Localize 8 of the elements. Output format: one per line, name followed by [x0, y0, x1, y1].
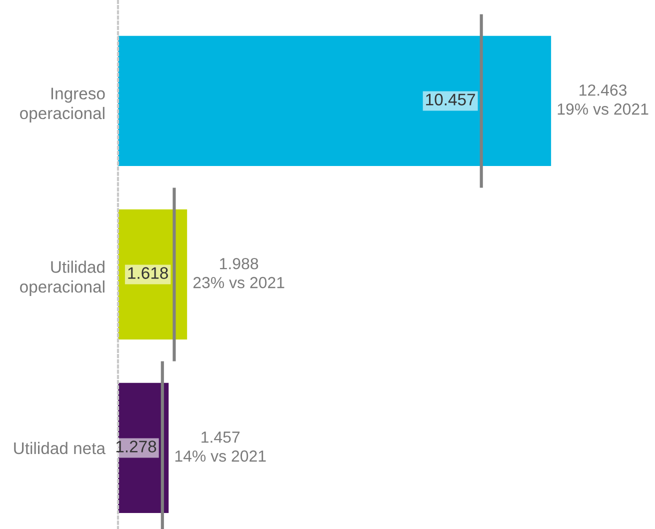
- data-label: 1.457 14% vs 2021: [175, 432, 266, 462]
- data-label: 12.463 19% vs 2021: [558, 84, 648, 115]
- y-tick-label: Utilidad neta: [14, 442, 106, 454]
- data-label: 1.988 23% vs 2021: [193, 258, 284, 288]
- y-tick-label: Utilidad operacional: [20, 260, 104, 296]
- ref-line-label: 10.457: [426, 94, 475, 106]
- ref-line-label: 1.618: [128, 267, 168, 279]
- y-tick-label: Ingreso operacional: [20, 88, 105, 122]
